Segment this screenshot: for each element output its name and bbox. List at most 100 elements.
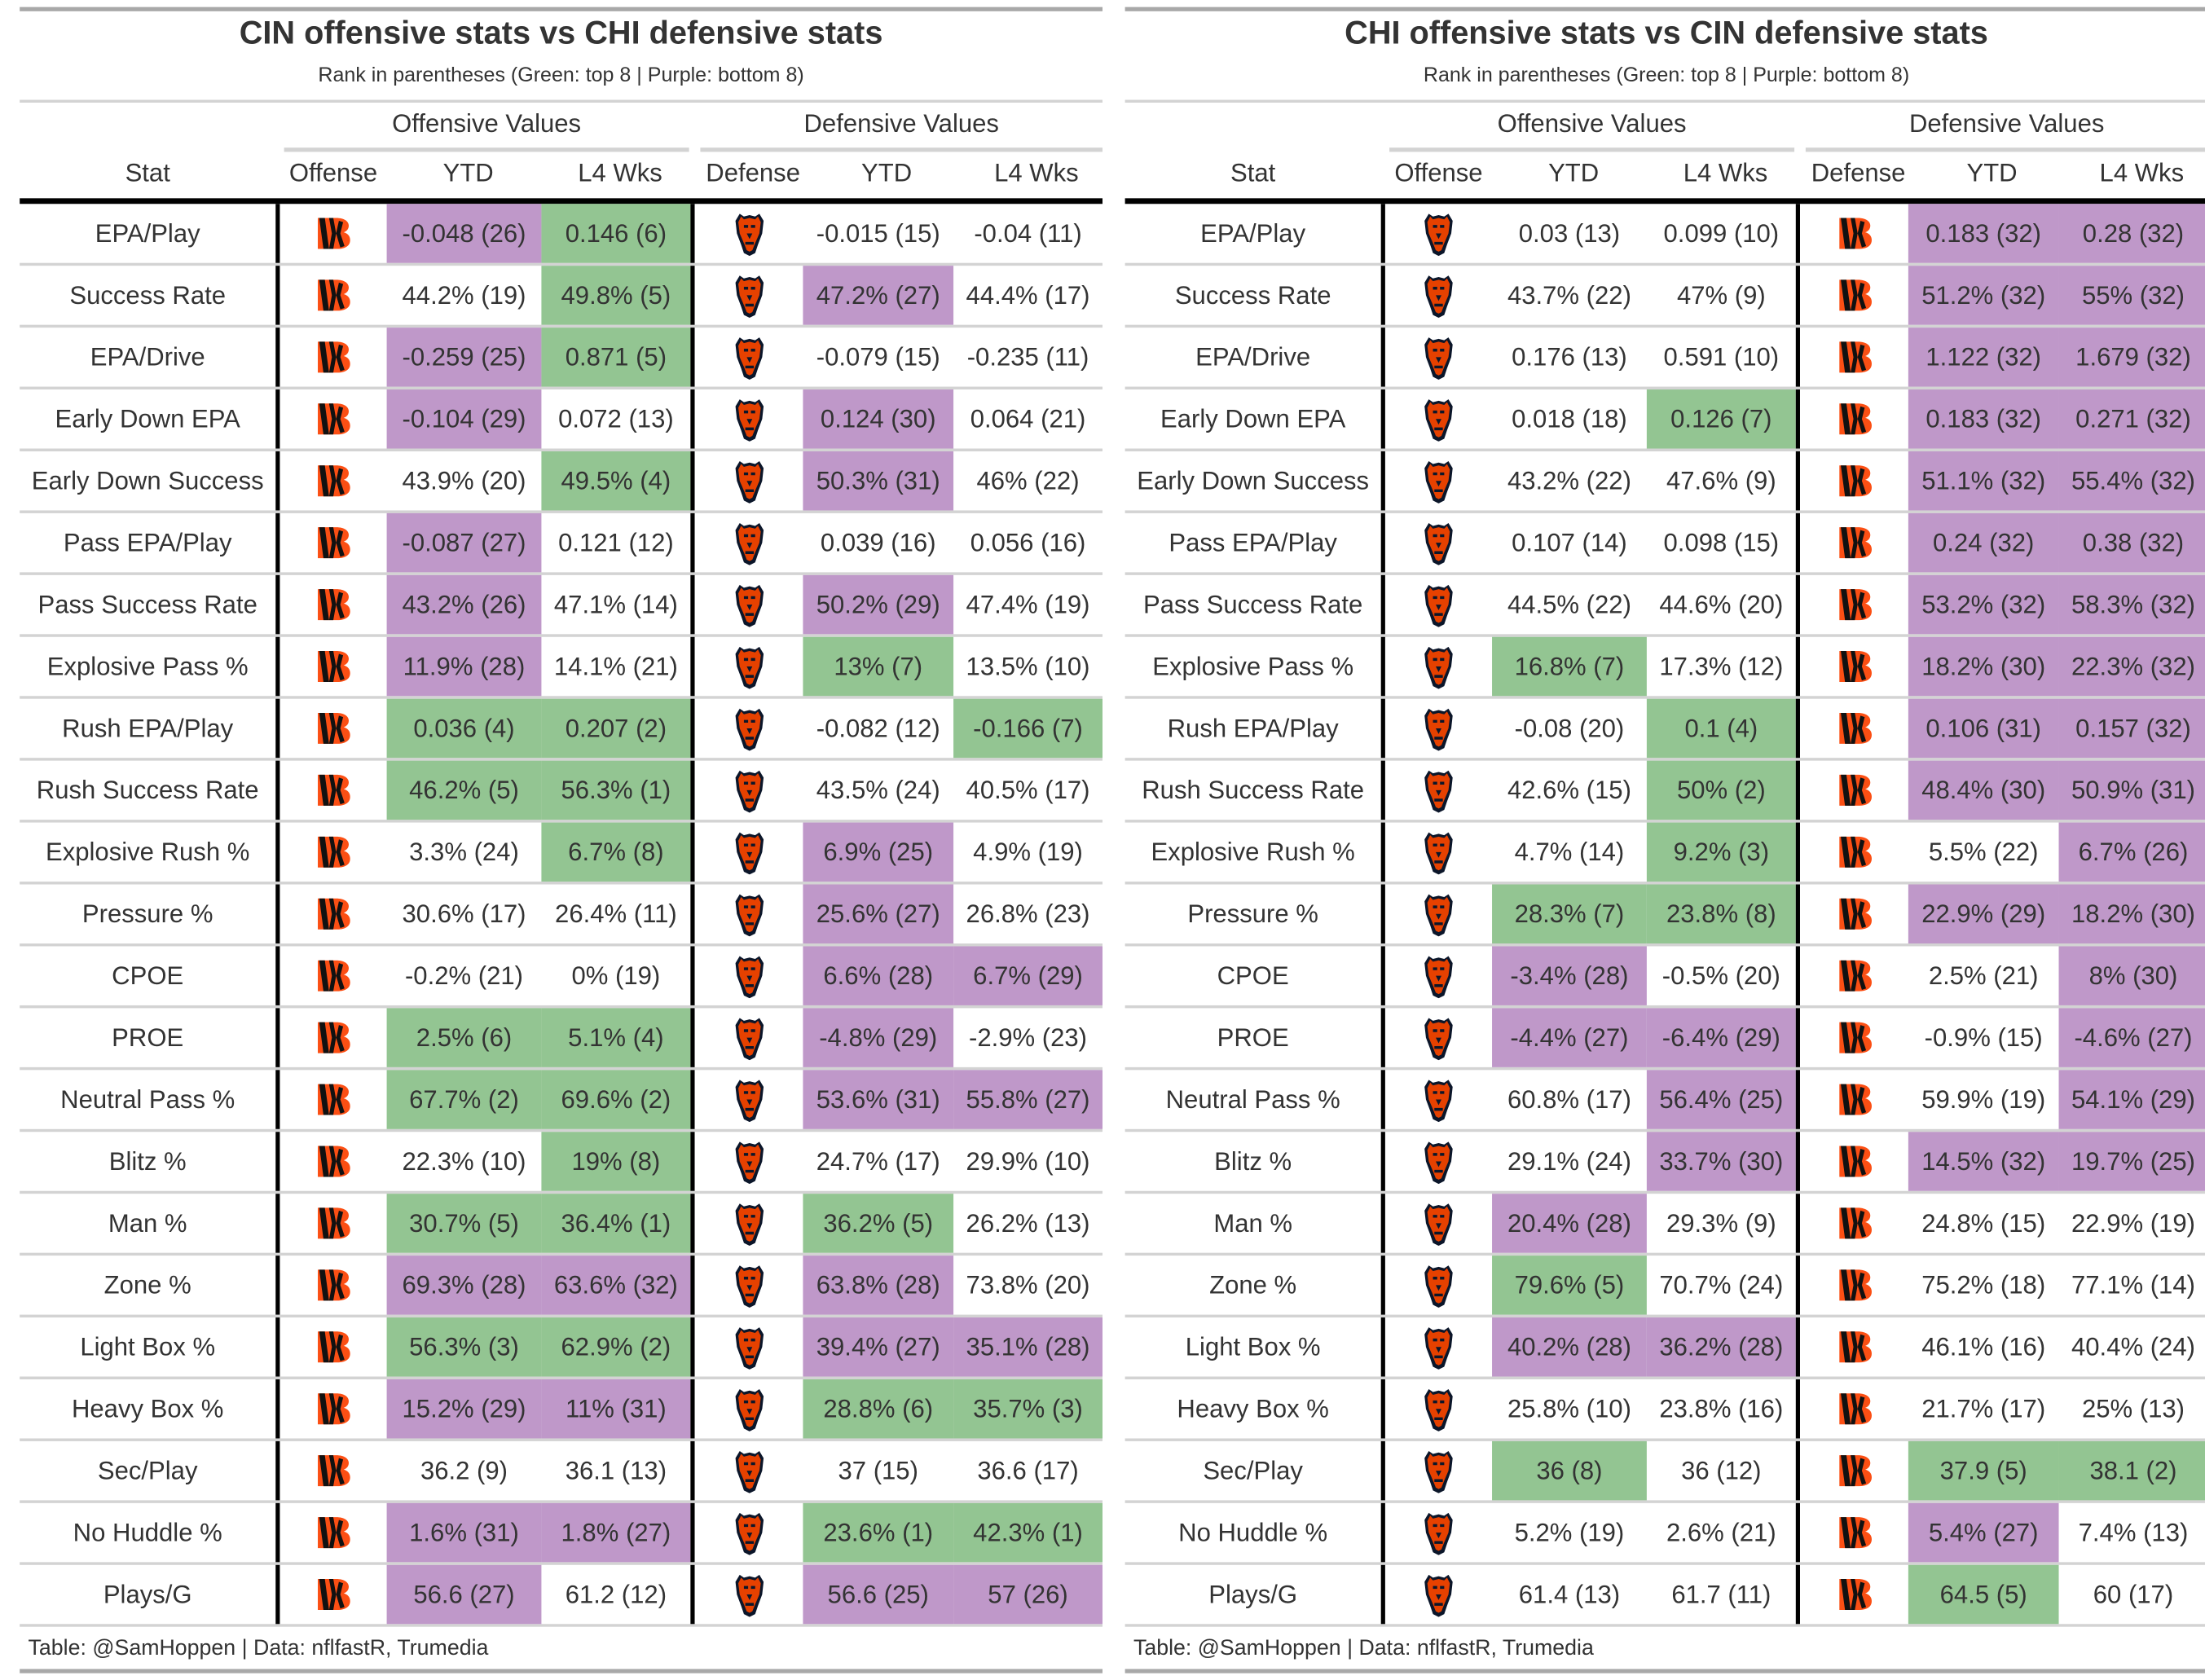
- offense-ytd-cell: 5.2% (19): [1514, 1517, 1625, 1546]
- offense-ytd-cell: 61.4 (13): [1518, 1579, 1621, 1608]
- offense-ytd-cell: 69.3% (28): [386, 1256, 542, 1315]
- offense-l4-cell: 19% (8): [541, 1132, 691, 1191]
- offense-ytd-cell: -0.087 (27): [386, 512, 542, 573]
- defense-l4-cell: 36.6 (17): [977, 1456, 1079, 1484]
- stat-label: Rush Success Rate: [1142, 775, 1365, 804]
- table-row: Rush Success Rate 42.6% (15) 50% (2) 48.4% …: [1125, 760, 2205, 823]
- defense-l4-cell: 35.7% (3): [953, 1379, 1103, 1439]
- offense-l4-cell: 17.3% (12): [1659, 651, 1784, 680]
- stat-label: Pass Success Rate: [1142, 589, 1363, 618]
- column-header-offense-l4: L4 Wks: [578, 159, 662, 187]
- defense-l4-cell: 7.4% (13): [2078, 1517, 2189, 1546]
- bears-logo-icon: [690, 636, 803, 697]
- header-divider: [20, 99, 1103, 103]
- table-row: No Huddle % 1.6% (31) 1.8% (27) 23.6% (1) 42…: [20, 1502, 1103, 1565]
- defense-ytd-cell: 28.8% (6): [803, 1379, 954, 1439]
- offense-ytd-cell: 43.2% (26): [386, 574, 542, 635]
- defense-l4-cell: 47.4% (19): [966, 589, 1090, 618]
- bengals-logo-icon: [1795, 574, 1908, 635]
- table-row: Neutral Pass % 67.7% (2) 69.6% (2) 53.6% (3…: [20, 1070, 1103, 1132]
- defense-ytd-cell: 5.4% (27): [1908, 1502, 2059, 1563]
- table-row: Light Box % 40.2% (28) 36.2% (28) 46.1% (16…: [1125, 1317, 2205, 1379]
- offense-l4-cell: 5.1% (4): [541, 1008, 691, 1067]
- table-row: Success Rate 43.7% (22) 47% (9) 51.2% (32) 5…: [1125, 266, 2205, 328]
- bears-logo-icon: [690, 1194, 803, 1253]
- offense-ytd-cell: 20.4% (28): [1492, 1194, 1647, 1253]
- source-caption: Table: @SamHoppen | Data: nflfastR, Trum…: [28, 1636, 489, 1661]
- bears-logo-icon: [690, 1132, 803, 1191]
- defense-l4-cell: 55% (32): [2058, 266, 2205, 325]
- defense-ytd-cell: 56.6 (25): [803, 1564, 954, 1625]
- table-row: Zone % 79.6% (5) 70.7% (24) 75.2% (18) 77.1%…: [1125, 1256, 2205, 1318]
- bengals-logo-icon: [275, 1070, 386, 1129]
- offense-ytd-cell: -0.08 (20): [1514, 713, 1625, 742]
- table-row: Man % 30.7% (5) 36.4% (1) 36.2% (5) 26.2% (1…: [20, 1194, 1103, 1256]
- offense-ytd-cell: 2.5% (6): [386, 1008, 542, 1067]
- table-row: Plays/G 56.6 (27) 61.2 (12) 56.6 (25) 57 (26…: [20, 1564, 1103, 1627]
- defense-ytd-cell: -0.9% (15): [1924, 1023, 2043, 1052]
- spanner-rule: [284, 147, 689, 152]
- offense-ytd-cell: 0.03 (13): [1518, 218, 1621, 247]
- offense-ytd-cell: 0.107 (14): [1512, 528, 1627, 556]
- offense-ytd-cell: 15.2% (29): [386, 1379, 542, 1439]
- defense-l4-cell: -0.166 (7): [953, 698, 1103, 759]
- stat-label: Heavy Box %: [71, 1394, 224, 1423]
- offense-ytd-cell: 43.2% (22): [1507, 466, 1631, 495]
- bengals-logo-icon: [1795, 698, 1908, 759]
- table-row: CPOE -3.4% (28) -0.5% (20) 2.5% (21) 8% (30): [1125, 946, 2205, 1009]
- defense-l4-cell: -4.6% (27): [2058, 1008, 2205, 1067]
- bears-logo-icon: [690, 328, 803, 387]
- defense-ytd-cell: 48.4% (30): [1908, 760, 2059, 820]
- offense-l4-cell: 36.4% (1): [541, 1194, 691, 1253]
- offense-l4-cell: 69.6% (2): [541, 1070, 691, 1129]
- defense-ytd-cell: 46.1% (16): [1921, 1332, 2046, 1361]
- offense-ytd-cell: 3.3% (24): [409, 837, 519, 866]
- defense-ytd-cell: 50.2% (29): [803, 574, 954, 635]
- bears-logo-icon: [1380, 266, 1492, 325]
- defense-l4-cell: 4.9% (19): [973, 837, 1083, 866]
- bengals-logo-icon: [275, 1194, 386, 1253]
- defense-l4-cell: 77.1% (14): [2071, 1270, 2195, 1299]
- bears-logo-icon: [690, 266, 803, 325]
- bengals-logo-icon: [1795, 1440, 1908, 1501]
- table-title: CHI offensive stats vs CIN defensive sta…: [1345, 14, 1988, 51]
- table-row: Sec/Play 36.2 (9) 36.1 (13) 37 (15) 36.6 (17…: [20, 1440, 1103, 1503]
- offense-l4-cell: 47% (9): [1676, 280, 1766, 309]
- bears-logo-icon: [1380, 636, 1492, 697]
- stat-label: PROE: [1217, 1023, 1289, 1052]
- defense-l4-cell: 0.056 (16): [970, 528, 1086, 556]
- defense-l4-cell: 26.2% (13): [966, 1208, 1090, 1237]
- bears-logo-icon: [690, 1440, 803, 1501]
- bears-logo-icon: [1380, 451, 1492, 511]
- defense-l4-cell: -0.04 (11): [974, 218, 1082, 247]
- stat-label: CPOE: [1217, 961, 1289, 990]
- stat-label: Neutral Pass %: [1165, 1084, 1340, 1113]
- defense-ytd-cell: 64.5 (5): [1908, 1564, 2059, 1625]
- defense-ytd-cell: 14.5% (32): [1908, 1132, 2059, 1191]
- defense-ytd-cell: 0.039 (16): [820, 528, 936, 556]
- offense-ytd-cell: -0.104 (29): [386, 389, 542, 449]
- table-row: Pressure % 28.3% (7) 23.8% (8) 22.9% (29) 18…: [1125, 884, 2205, 947]
- stat-label: EPA/Play: [1200, 218, 1306, 247]
- offense-ytd-cell: 30.6% (17): [402, 899, 526, 928]
- defense-l4-cell: 50.9% (31): [2058, 760, 2205, 820]
- offense-l4-cell: 23.8% (8): [1646, 884, 1796, 943]
- bengals-logo-icon: [275, 266, 386, 325]
- defense-ytd-cell: 1.122 (32): [1908, 328, 2059, 387]
- bears-logo-icon: [690, 698, 803, 759]
- bengals-logo-icon: [1795, 1256, 1908, 1315]
- offense-l4-cell: -6.4% (29): [1646, 1008, 1796, 1067]
- defense-ytd-cell: 43.5% (24): [816, 775, 940, 804]
- bengals-logo-icon: [275, 946, 386, 1005]
- offense-l4-cell: 0.126 (7): [1646, 389, 1796, 449]
- stat-label: Neutral Pass %: [60, 1084, 235, 1113]
- offense-l4-cell: 62.9% (2): [541, 1317, 691, 1377]
- defense-l4-cell: 18.2% (30): [2058, 884, 2205, 943]
- stat-label: Man %: [108, 1208, 187, 1237]
- stat-label: Plays/G: [1208, 1579, 1298, 1608]
- offense-ytd-cell: 44.5% (22): [1507, 589, 1631, 618]
- stat-label: Light Box %: [1185, 1332, 1321, 1361]
- offense-l4-cell: 0.121 (12): [558, 528, 674, 556]
- bengals-logo-icon: [1795, 1502, 1908, 1563]
- defense-l4-cell: 46% (22): [976, 466, 1080, 495]
